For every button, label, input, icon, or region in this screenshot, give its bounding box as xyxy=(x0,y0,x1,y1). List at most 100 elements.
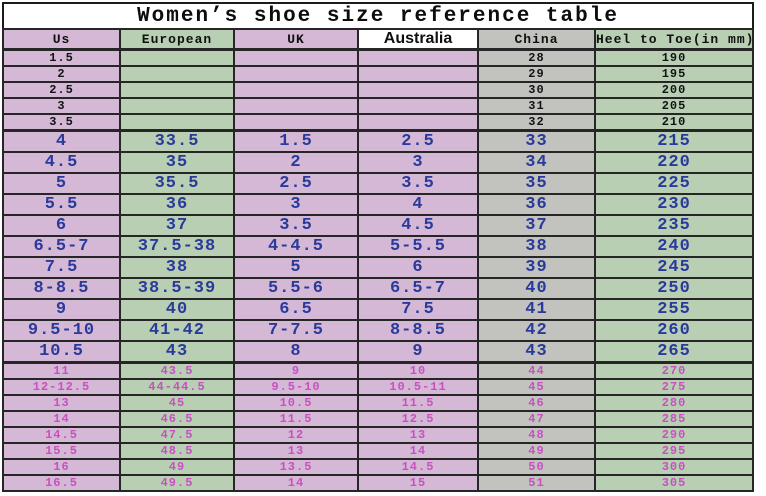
cell-european: 35.5 xyxy=(119,172,235,195)
cell-uk: 7-7.5 xyxy=(233,319,359,342)
cell-china: 37 xyxy=(477,214,596,237)
cell-uk: 13.5 xyxy=(233,458,359,476)
cell-heel-to-toe: 205 xyxy=(594,97,754,115)
cell-china: 47 xyxy=(477,410,596,428)
cell-us: 9 xyxy=(2,298,121,321)
size-table: Us European UK Australia China Heel to T… xyxy=(2,28,754,492)
cell-australia: 3.5 xyxy=(357,172,479,195)
cell-heel-to-toe: 245 xyxy=(594,256,754,279)
cell-european xyxy=(119,97,235,115)
cell-australia: 14 xyxy=(357,442,479,460)
cell-us: 16.5 xyxy=(2,474,121,492)
cell-australia: 9 xyxy=(357,340,479,364)
cell-australia: 14.5 xyxy=(357,458,479,476)
cell-uk xyxy=(233,81,359,99)
cell-heel-to-toe: 235 xyxy=(594,214,754,237)
cell-heel-to-toe: 200 xyxy=(594,81,754,99)
cell-australia: 4.5 xyxy=(357,214,479,237)
column-header-european: European xyxy=(119,28,235,51)
cell-european: 43.5 xyxy=(119,361,235,380)
cell-uk: 11.5 xyxy=(233,410,359,428)
cell-uk: 14 xyxy=(233,474,359,492)
cell-european: 38 xyxy=(119,256,235,279)
cell-uk: 2 xyxy=(233,151,359,174)
table-row: 16.5 49.5 14 15 51 305 xyxy=(2,474,754,492)
cell-uk: 9.5-10 xyxy=(233,378,359,396)
cell-us: 6.5-7 xyxy=(2,235,121,258)
table-row: 10.5 43 8 9 43 265 xyxy=(2,340,754,364)
cell-australia: 6.5-7 xyxy=(357,277,479,300)
cell-us: 7.5 xyxy=(2,256,121,279)
cell-australia: 3 xyxy=(357,151,479,174)
table-row: 13 45 10.5 11.5 46 280 xyxy=(2,394,754,412)
cell-china: 32 xyxy=(477,113,596,132)
table-row: 5 35.5 2.5 3.5 35 225 xyxy=(2,172,754,195)
cell-european: 45 xyxy=(119,394,235,412)
cell-australia: 2.5 xyxy=(357,129,479,153)
cell-heel-to-toe: 195 xyxy=(594,65,754,83)
cell-australia: 7.5 xyxy=(357,298,479,321)
size-table-body: 1.5 28 190 2 29 195 2.5 30 200 3 31 205 3.5 32 210 4 33.… xyxy=(2,48,754,492)
cell-china: 49 xyxy=(477,442,596,460)
table-row: 3 31 205 xyxy=(2,97,754,115)
cell-heel-to-toe: 220 xyxy=(594,151,754,174)
cell-european: 37.5-38 xyxy=(119,235,235,258)
cell-european: 49 xyxy=(119,458,235,476)
cell-heel-to-toe: 240 xyxy=(594,235,754,258)
cell-european: 43 xyxy=(119,340,235,364)
cell-china: 38 xyxy=(477,235,596,258)
table-row: 14.5 47.5 12 13 48 290 xyxy=(2,426,754,444)
cell-uk: 12 xyxy=(233,426,359,444)
table-row: 15.5 48.5 13 14 49 295 xyxy=(2,442,754,460)
cell-uk: 4-4.5 xyxy=(233,235,359,258)
cell-uk: 2.5 xyxy=(233,172,359,195)
cell-us: 9.5-10 xyxy=(2,319,121,342)
cell-china: 36 xyxy=(477,193,596,216)
cell-us: 4.5 xyxy=(2,151,121,174)
table-row: 12-12.5 44-44.5 9.5-10 10.5-11 45 275 xyxy=(2,378,754,396)
cell-european: 49.5 xyxy=(119,474,235,492)
cell-uk xyxy=(233,48,359,67)
cell-china: 46 xyxy=(477,394,596,412)
cell-us: 16 xyxy=(2,458,121,476)
cell-heel-to-toe: 260 xyxy=(594,319,754,342)
cell-uk xyxy=(233,65,359,83)
column-header-australia: Australia xyxy=(357,28,479,51)
column-header-us: Us xyxy=(2,28,121,51)
cell-heel-to-toe: 265 xyxy=(594,340,754,364)
cell-china: 50 xyxy=(477,458,596,476)
table-row: 9.5-10 41-42 7-7.5 8-8.5 42 260 xyxy=(2,319,754,342)
cell-china: 35 xyxy=(477,172,596,195)
cell-china: 45 xyxy=(477,378,596,396)
cell-uk: 13 xyxy=(233,442,359,460)
cell-us: 3 xyxy=(2,97,121,115)
cell-china: 39 xyxy=(477,256,596,279)
cell-australia: 8-8.5 xyxy=(357,319,479,342)
cell-us: 12-12.5 xyxy=(2,378,121,396)
table-row: 14 46.5 11.5 12.5 47 285 xyxy=(2,410,754,428)
cell-us: 13 xyxy=(2,394,121,412)
cell-european: 36 xyxy=(119,193,235,216)
cell-heel-to-toe: 280 xyxy=(594,394,754,412)
header-row: Us European UK Australia China Heel to T… xyxy=(2,28,754,51)
cell-china: 42 xyxy=(477,319,596,342)
cell-china: 40 xyxy=(477,277,596,300)
cell-us: 2 xyxy=(2,65,121,83)
column-header-heel-to-toe: Heel to Toe(in mm) xyxy=(594,28,754,51)
cell-australia xyxy=(357,97,479,115)
cell-heel-to-toe: 210 xyxy=(594,113,754,132)
cell-heel-to-toe: 305 xyxy=(594,474,754,492)
cell-uk: 5.5-6 xyxy=(233,277,359,300)
cell-uk xyxy=(233,113,359,132)
cell-china: 30 xyxy=(477,81,596,99)
cell-heel-to-toe: 225 xyxy=(594,172,754,195)
cell-australia: 6 xyxy=(357,256,479,279)
cell-heel-to-toe: 275 xyxy=(594,378,754,396)
table-row: 11 43.5 9 10 44 270 xyxy=(2,361,754,380)
cell-us: 11 xyxy=(2,361,121,380)
cell-european: 33.5 xyxy=(119,129,235,153)
table-row: 7.5 38 5 6 39 245 xyxy=(2,256,754,279)
table-row: 6 37 3.5 4.5 37 235 xyxy=(2,214,754,237)
cell-european: 35 xyxy=(119,151,235,174)
cell-us: 3.5 xyxy=(2,113,121,132)
